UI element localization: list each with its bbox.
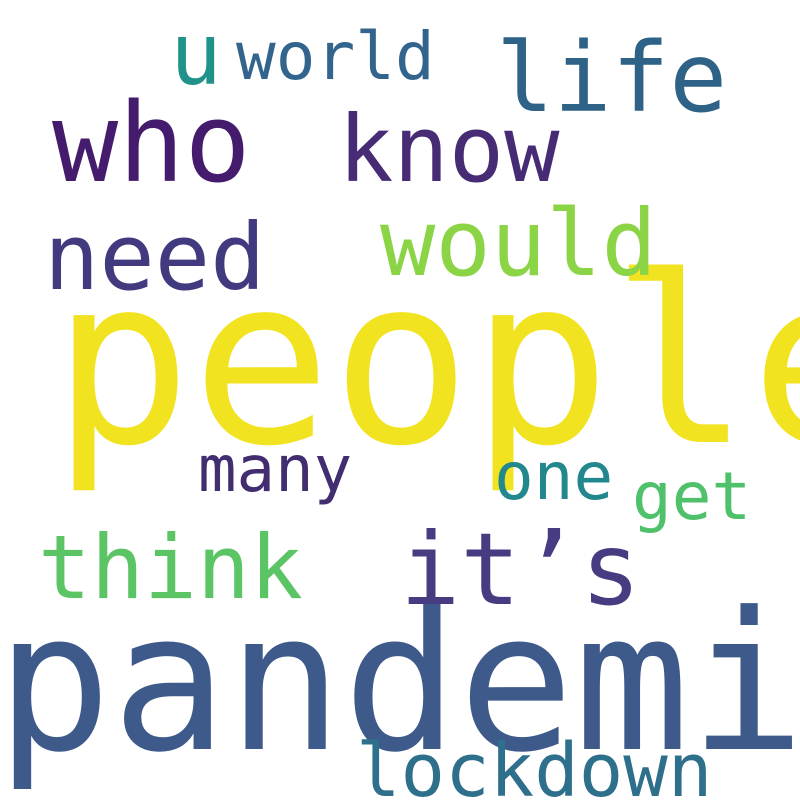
word-know: know bbox=[338, 96, 560, 203]
word-people: people bbox=[52, 227, 800, 497]
word-would: would bbox=[380, 190, 657, 297]
word-need: need bbox=[44, 204, 266, 311]
word-get: get bbox=[632, 458, 752, 535]
word-many: many bbox=[198, 433, 353, 507]
word-who: who bbox=[52, 79, 251, 207]
word-u: u bbox=[170, 5, 222, 105]
word-life: life bbox=[496, 22, 728, 134]
word-one: one bbox=[494, 438, 614, 515]
word-pandemic: pandemic bbox=[0, 572, 800, 795]
word-think: think bbox=[38, 516, 303, 619]
word-world: world bbox=[236, 18, 435, 95]
word-lockdown: lockdown bbox=[356, 728, 713, 800]
word-its: it’s bbox=[400, 511, 641, 628]
